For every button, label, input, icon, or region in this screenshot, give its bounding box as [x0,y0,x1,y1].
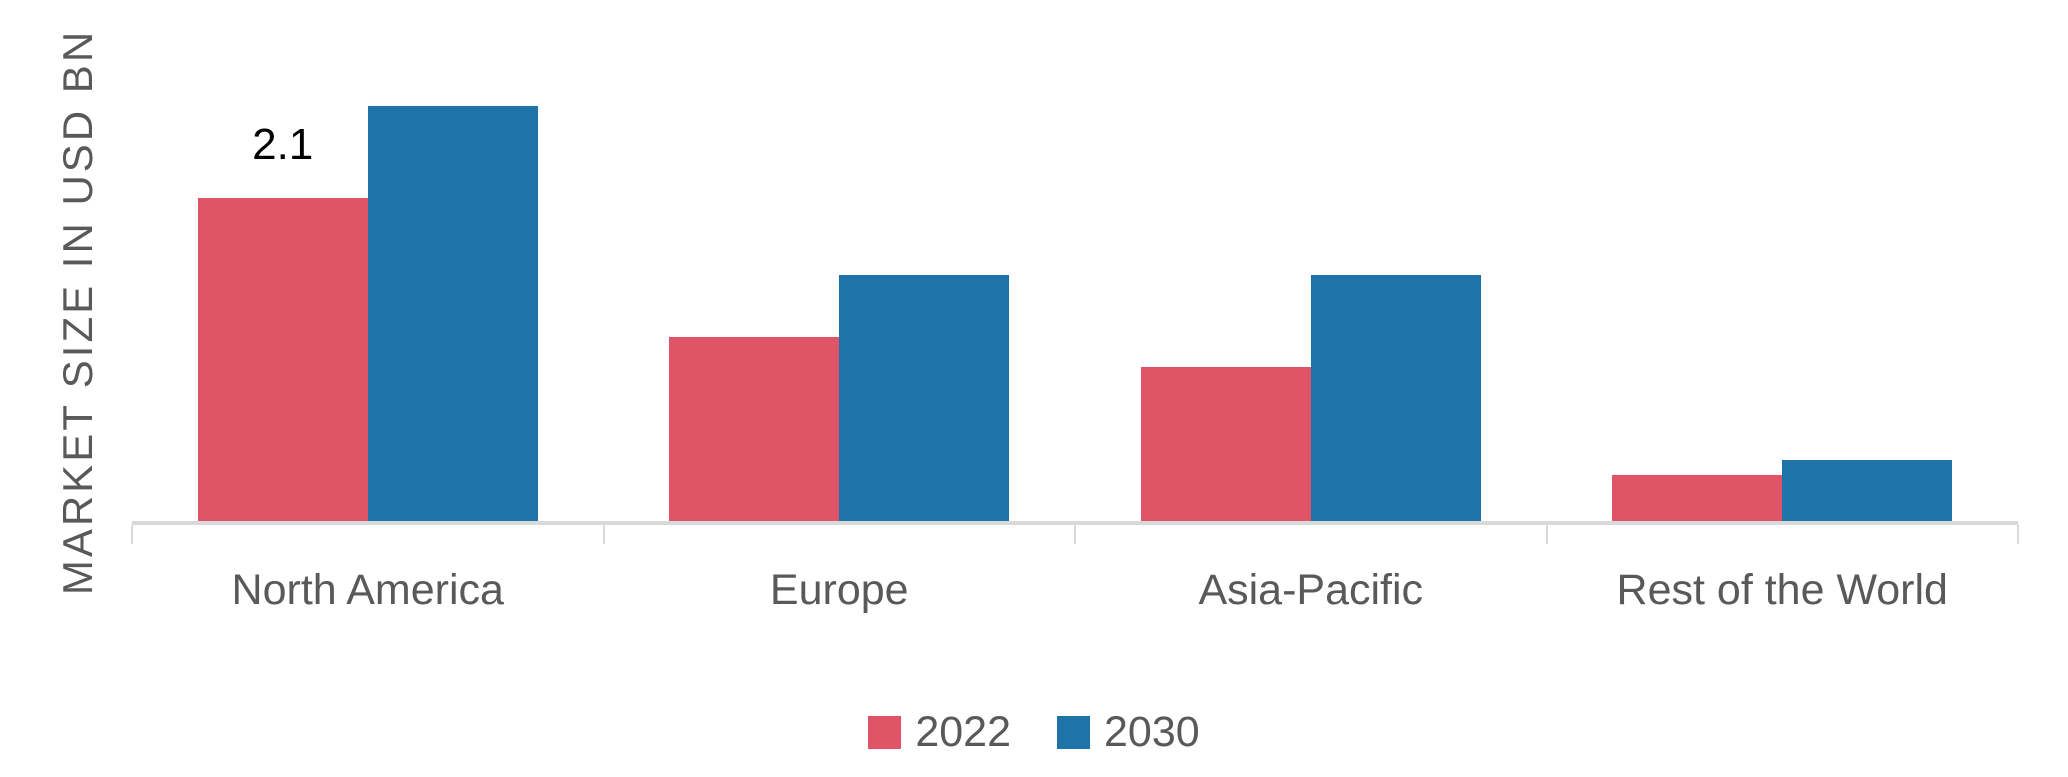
bar-group-asia-pacific [1075,0,1547,521]
axis-tick [1545,525,1548,544]
axis-tick [602,525,605,544]
x-axis-labels: North America Europe Asia-Pacific Rest of t… [132,566,2018,615]
bar-group-rest-of-the-world [1547,0,2019,521]
bar-2030-asia-pacific [1310,275,1481,521]
legend-item-2022: 2022 [868,708,1011,757]
bar-2030-rest-of-the-world [1782,460,1953,521]
axis-tick [1074,525,1076,544]
axis-tick [131,525,133,544]
legend-label: 2022 [915,708,1011,756]
legend-swatch-icon [868,716,902,749]
x-axis-label-rest-of-the-world: Rest of the World [1616,566,1948,614]
bar-2022-asia-pacific [1140,367,1311,521]
y-axis-title: MARKET SIZE IN USD BN [54,28,101,596]
legend-swatch-icon [1057,716,1090,749]
x-axis-label-europe: Europe [769,566,909,614]
bar-group-north-america: 2.1 [132,0,604,521]
bar-group-europe [604,0,1076,521]
x-axis-label-north-america: North America [231,566,504,614]
bar-2030-europe [839,275,1010,521]
bar-value-label: 2.1 [252,120,314,169]
bar-2022-rest-of-the-world [1612,475,1783,521]
legend-item-2030: 2030 [1057,708,1200,757]
bar-2022-north-america: 2.1 [197,120,368,521]
plot-area: 2.1 [132,0,2018,525]
x-axis-label-asia-pacific: Asia-Pacific [1198,566,1424,614]
legend-label: 2030 [1104,708,1200,756]
bar-2022-europe [669,337,840,521]
axis-tick [2017,525,2019,544]
bar-2030-north-america [367,106,538,521]
legend: 2022 2030 [0,708,2068,757]
